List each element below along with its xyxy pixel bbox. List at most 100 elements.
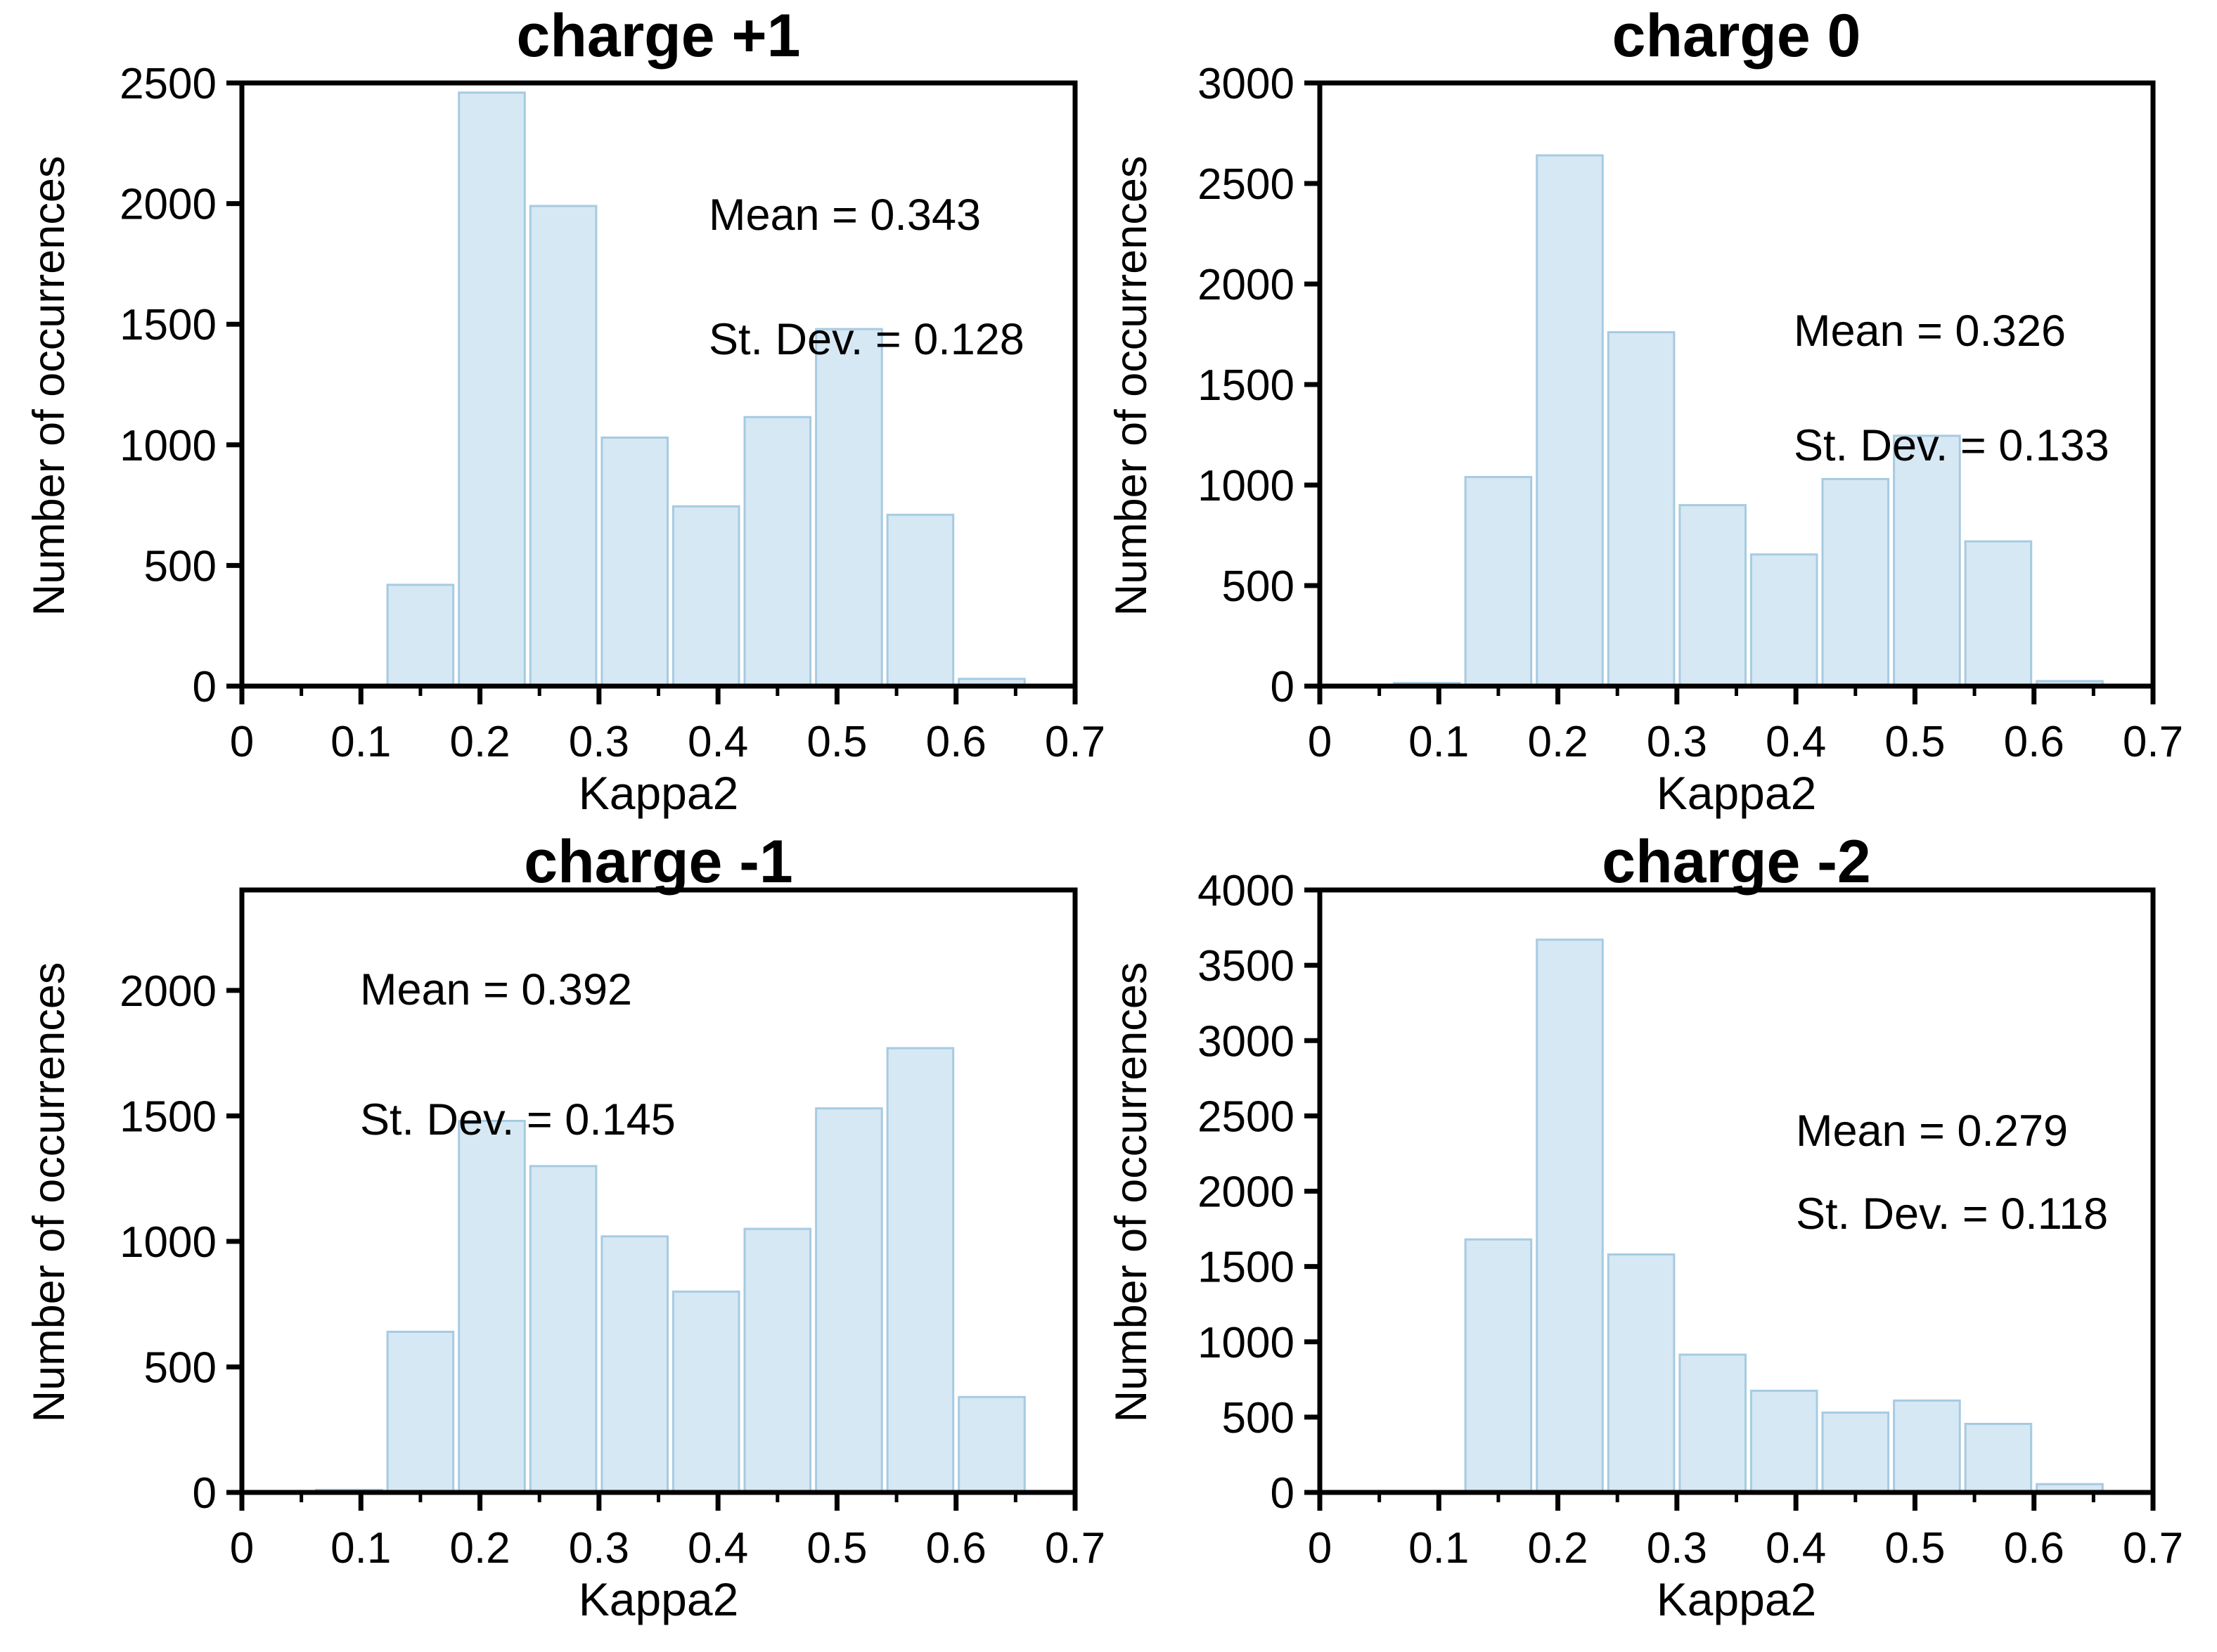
x-tick-label: 0.4 bbox=[688, 718, 748, 766]
histogram-bar bbox=[1464, 1238, 1533, 1494]
y-tick-label: 3000 bbox=[1197, 1017, 1294, 1066]
x-tick-label: 0 bbox=[230, 718, 254, 766]
x-tick-label: 0.2 bbox=[1527, 1524, 1588, 1573]
x-tick-label: 0.3 bbox=[569, 718, 629, 766]
histogram-bar bbox=[1536, 938, 1604, 1494]
histogram-bar bbox=[815, 328, 883, 688]
x-tick-label: 0.1 bbox=[330, 718, 391, 766]
histogram-bar bbox=[529, 1165, 598, 1494]
panel-charge-plus1: 0 500 1000 1500 2000 2500 0 0.1 0.2 0.3 0.4 0.5 0.6 0… bbox=[0, 0, 1108, 826]
panel-charge-minus1: 0 500 1000 1500 2000 0 0.1 0.2 0.3 0.4 0.5 0.6 0.7 c… bbox=[0, 826, 1108, 1652]
y-tick-label: 1000 bbox=[1197, 1319, 1294, 1367]
x-tick-label: 0.6 bbox=[2004, 718, 2064, 766]
panel-title: charge +1 bbox=[516, 2, 801, 70]
histogram-bar bbox=[815, 1107, 883, 1494]
y-tick-label: 2500 bbox=[1197, 1092, 1294, 1141]
histogram-bar bbox=[386, 1331, 455, 1494]
histogram-bar bbox=[1607, 331, 1676, 688]
histogram-bar bbox=[671, 505, 740, 688]
histogram-bar bbox=[1536, 154, 1604, 688]
stdev-annotation: St. Dev. = 0.128 bbox=[709, 315, 1024, 364]
y-tick-label: 2000 bbox=[1197, 1168, 1294, 1217]
x-tick-label: 0.1 bbox=[330, 1524, 391, 1573]
histogram-bar bbox=[958, 1395, 1026, 1494]
y-tick-label: 500 bbox=[1222, 562, 1294, 611]
panel-title: charge -2 bbox=[1602, 828, 1871, 896]
x-tick-label: 0.2 bbox=[449, 718, 510, 766]
y-tick-label: 4000 bbox=[1197, 867, 1294, 915]
histogram-bar bbox=[458, 1120, 526, 1494]
stdev-annotation: St. Dev. = 0.118 bbox=[1796, 1189, 2109, 1239]
mean-annotation: Mean = 0.279 bbox=[1796, 1106, 2069, 1156]
y-tick-label: 0 bbox=[1271, 1469, 1294, 1518]
y-tick-label: 2500 bbox=[1197, 160, 1294, 209]
x-tick-label: 0.3 bbox=[1647, 718, 1707, 766]
histogram-plot-charge-minus2: 0 500 1000 1500 2000 2500 3000 3500 4000 0 0.1 0.2 0… bbox=[1197, 867, 2183, 1573]
histogram-bar bbox=[743, 415, 812, 688]
y-tick-label: 2000 bbox=[1197, 261, 1294, 309]
histogram-bar bbox=[1607, 1253, 1676, 1494]
y-tick-label: 3500 bbox=[1197, 942, 1294, 990]
histogram-plot-charge-minus1: 0 500 1000 1500 2000 0 0.1 0.2 0.3 0.4 0.5 0.6 0.7 bbox=[120, 887, 1105, 1573]
histogram-plot-charge-plus1: 0 500 1000 1500 2000 2500 0 0.1 0.2 0.3 0.4 0.5 0.6 0… bbox=[120, 60, 1105, 766]
y-tick-label: 0 bbox=[193, 1469, 217, 1518]
histogram-bar bbox=[671, 1290, 740, 1494]
x-axis-label: Kappa2 bbox=[578, 1573, 739, 1625]
histogram-bar bbox=[1749, 553, 1818, 688]
mean-annotation: Mean = 0.392 bbox=[360, 965, 633, 1014]
x-tick-label: 0.1 bbox=[1408, 718, 1469, 766]
x-tick-label: 0 bbox=[1308, 718, 1332, 766]
x-axis-label: Kappa2 bbox=[1656, 767, 1817, 819]
histogram-bar bbox=[1678, 1353, 1747, 1494]
x-tick-label: 0.6 bbox=[926, 718, 987, 766]
x-tick-label: 0.5 bbox=[1884, 1524, 1945, 1573]
x-tick-label: 0.7 bbox=[1045, 1524, 1105, 1573]
histogram-bar bbox=[886, 513, 955, 688]
y-tick-label: 1500 bbox=[1197, 1244, 1294, 1292]
x-tick-label: 0.7 bbox=[2123, 1524, 2183, 1573]
y-tick-label: 1500 bbox=[120, 301, 217, 349]
y-tick-label: 500 bbox=[144, 1343, 217, 1392]
histogram-bar bbox=[1749, 1389, 1818, 1494]
x-axis-label: Kappa2 bbox=[1656, 1573, 1817, 1625]
y-tick-label: 500 bbox=[144, 542, 217, 591]
y-tick-label: 1500 bbox=[120, 1092, 217, 1141]
histogram-bar bbox=[529, 205, 598, 688]
histogram-bar bbox=[458, 91, 526, 688]
y-tick-label: 2000 bbox=[120, 967, 217, 1016]
panel-charge-minus2: 0 500 1000 1500 2000 2500 3000 3500 4000 0 0.1 0.2 0… bbox=[1107, 826, 2217, 1652]
panel-charge-0: 0 500 1000 1500 2000 2500 3000 0 0.1 0.2 0.3 0.4 0.5… bbox=[1107, 0, 2217, 826]
y-axis-label: Number of occurrences bbox=[25, 155, 74, 617]
x-tick-label: 0.7 bbox=[1045, 718, 1105, 766]
x-tick-label: 0 bbox=[1308, 1524, 1332, 1573]
x-tick-label: 0.2 bbox=[449, 1524, 510, 1573]
x-tick-label: 0.5 bbox=[807, 718, 867, 766]
x-tick-label: 0.5 bbox=[1884, 718, 1945, 766]
histogram-bar bbox=[1678, 504, 1747, 688]
histogram-plot-charge-0: 0 500 1000 1500 2000 2500 3000 0 0.1 0.2 0.3 0.4 0.5… bbox=[1197, 60, 2183, 766]
stdev-annotation: St. Dev. = 0.133 bbox=[1794, 421, 2109, 470]
x-tick-label: 0.4 bbox=[1766, 1524, 1826, 1573]
y-tick-label: 1500 bbox=[1197, 361, 1294, 410]
x-tick-label: 0.3 bbox=[569, 1524, 629, 1573]
y-tick-label: 2500 bbox=[120, 60, 217, 108]
x-tick-label: 0.2 bbox=[1527, 718, 1588, 766]
histogram-bar bbox=[1893, 1399, 1961, 1494]
panel-title: charge -1 bbox=[524, 828, 793, 896]
histogram-bar bbox=[600, 1235, 669, 1494]
y-axis-label: Number of occurrences bbox=[1107, 962, 1156, 1423]
histogram-bar bbox=[886, 1047, 955, 1494]
stdev-annotation: St. Dev. = 0.145 bbox=[360, 1095, 676, 1144]
histogram-bar bbox=[743, 1227, 812, 1494]
y-axis-label: Number of occurrences bbox=[25, 962, 74, 1423]
y-tick-label: 1000 bbox=[120, 1218, 217, 1267]
mean-annotation: Mean = 0.326 bbox=[1794, 306, 2067, 356]
y-axis-label: Number of occurrences bbox=[1107, 155, 1156, 617]
y-tick-label: 0 bbox=[193, 663, 217, 711]
x-tick-label: 0.4 bbox=[688, 1524, 748, 1573]
x-tick-label: 0.6 bbox=[926, 1524, 987, 1573]
histogram-bar bbox=[1821, 1411, 1890, 1494]
histogram-bar bbox=[1821, 477, 1890, 688]
x-tick-label: 0.7 bbox=[2123, 718, 2183, 766]
